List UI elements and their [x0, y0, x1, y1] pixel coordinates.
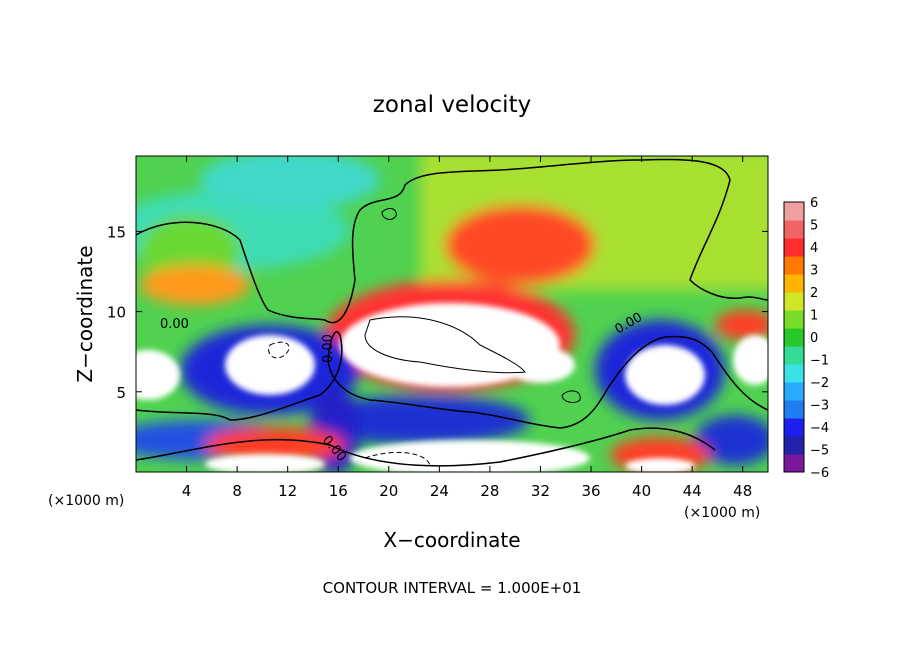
colorbar-segment: [784, 292, 804, 311]
colorbar-segment: [784, 310, 804, 329]
colorbar-tick-label: 4: [810, 241, 818, 256]
colorbar-segment: [784, 202, 804, 221]
x-tick-label: 8: [232, 482, 242, 500]
y-tick-label: 10: [107, 304, 126, 322]
colorbar-segment: [784, 454, 804, 473]
colorbar-segment: [784, 382, 804, 401]
x-unit-left: (×1000 m): [48, 493, 124, 509]
y-axis-ticks: 5 10 15: [107, 223, 768, 402]
x-tick-label: 12: [278, 482, 297, 500]
x-tick-label: 32: [531, 482, 550, 500]
edge-white-patch-left: [136, 350, 180, 400]
x-tick-label: 48: [733, 482, 752, 500]
x-tick-label: 40: [632, 482, 651, 500]
contour-label-zero-a: 0.00: [160, 317, 189, 332]
x-tick-label: 24: [430, 482, 449, 500]
colorbar-tick-label: −2: [810, 376, 829, 391]
edge-white-patch-right: [733, 335, 768, 385]
contour-small-loop-b: [561, 390, 581, 403]
colorbar-tick-label: 3: [810, 264, 818, 279]
right-white-patch: [625, 345, 705, 405]
colorbar-tick-label: −3: [810, 399, 829, 414]
x-tick-label: 28: [480, 482, 499, 500]
colorbar-tick-label: 5: [810, 219, 818, 234]
colorbar-tick-label: −5: [810, 444, 829, 459]
contour-inner-left: [268, 341, 290, 359]
contour-zero-bottom: [136, 427, 716, 467]
colorbar-tick-label: 0: [810, 331, 818, 346]
upper-center-red-core: [445, 205, 595, 285]
x-tick-label: 4: [182, 482, 192, 500]
contour-zero-upper: [136, 158, 768, 324]
heatmap-field: 0.00 0.00 0.00 0.00: [136, 156, 768, 472]
bottom-left-white-patch: [205, 454, 325, 472]
colorbar-segment: [784, 328, 804, 347]
colorbar-tick-label: 6: [810, 196, 818, 211]
y-axis-label: Z−coordinate: [73, 245, 97, 382]
colorbar-tick-label: 1: [810, 309, 818, 324]
x-axis-label: X−coordinate: [383, 528, 520, 552]
colorbar-segment: [784, 220, 804, 239]
colorbar-segment: [784, 364, 804, 383]
contour-small-loop-a: [381, 208, 397, 220]
colorbar-segment: [784, 436, 804, 455]
center-right-white-patch: [505, 347, 575, 383]
colorbar-frame: [783, 201, 805, 473]
colorbar-tick-label: 2: [810, 286, 818, 301]
x-tick-label: 36: [581, 482, 600, 500]
lower-center-blue-band: [310, 395, 530, 445]
chart-title: zonal velocity: [373, 92, 531, 118]
bottom-red-band: [205, 427, 345, 463]
contour-inner-bottom: [364, 451, 431, 466]
x-unit-right: (×1000 m): [684, 505, 760, 521]
upper-center-cyan-zone: [200, 156, 380, 210]
bottom-right-white-patch: [625, 458, 695, 472]
colorbar-tick-label: −1: [810, 354, 829, 369]
colorbar-tick-label: −4: [810, 421, 829, 436]
contour-lines: [136, 158, 768, 467]
contour-label-zero-b: 0.00: [321, 334, 336, 363]
bottom-white-patch: [350, 440, 590, 472]
center-white-patch: [340, 303, 560, 387]
lower-right-blue-band: [695, 415, 768, 465]
colorbar-segment: [784, 400, 804, 419]
colorbar-segment: [784, 346, 804, 365]
colorbar-segment: [784, 274, 804, 293]
x-tick-label: 16: [329, 482, 348, 500]
y-tick-label: 15: [107, 223, 126, 241]
plot-frame: [135, 155, 769, 473]
contour-interval-note: CONTOUR INTERVAL = 1.000E+01: [323, 579, 582, 597]
colorbar-tick-label: −6: [810, 466, 829, 481]
upper-left-orange-core: [140, 265, 250, 305]
x-tick-label: 20: [379, 482, 398, 500]
contour-zero-lower: [136, 331, 768, 429]
x-axis-ticks: 4 8 12 16 20 24 28 32 36 40 44 48: [182, 156, 752, 500]
colorbar-segment: [784, 418, 804, 437]
right-red-core: [715, 310, 768, 340]
y-tick-label: 5: [116, 384, 126, 402]
x-tick-label: 44: [683, 482, 702, 500]
colorbar: 6 5 4 3 2 1 0 −1 −2 −3 −4 −5 −6: [783, 196, 829, 481]
contour-inner-center: [364, 316, 526, 374]
colorbar-segment: [784, 238, 804, 257]
left-white-patch: [225, 335, 315, 395]
colorbar-segment: [784, 256, 804, 275]
